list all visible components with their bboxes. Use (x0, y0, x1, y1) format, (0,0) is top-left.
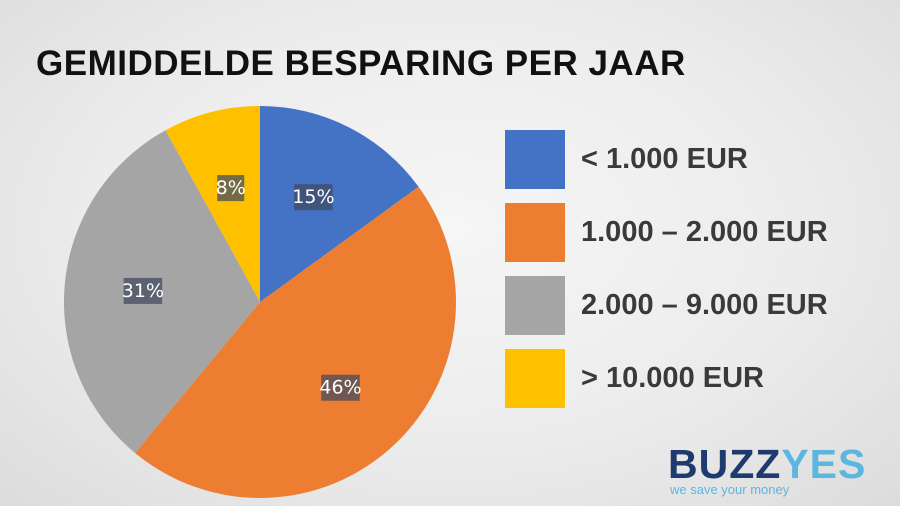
logo-wordmark: BUZZYES (668, 442, 883, 486)
pie-slice (260, 106, 419, 302)
slice-label-background (217, 175, 245, 202)
slice-label-background (294, 184, 333, 211)
legend-swatch (505, 349, 565, 408)
legend-item: 1.000 – 2.000 EUR (505, 203, 828, 262)
slice-label-text: 8% (216, 177, 246, 199)
legend-label: 2.000 – 9.000 EUR (581, 289, 828, 321)
legend: < 1.000 EUR 1.000 – 2.000 EUR 2.000 – 9.… (505, 130, 828, 422)
legend-label: 1.000 – 2.000 EUR (581, 216, 828, 248)
legend-item: > 10.000 EUR (505, 349, 828, 408)
logo-tagline: we save your money (670, 482, 790, 497)
legend-label: > 10.000 EUR (581, 362, 764, 394)
slice-label-background (321, 374, 360, 401)
slice-label-text: 46% (319, 377, 361, 399)
pie-slice (135, 186, 456, 498)
slice-label-text: 31% (122, 280, 164, 302)
slice-data-label: 31% (122, 277, 164, 304)
legend-item: < 1.000 EUR (505, 130, 828, 189)
legend-swatch (505, 276, 565, 335)
brand-logo: BUZZYES we save your money (668, 442, 883, 497)
legend-label: < 1.000 EUR (581, 143, 748, 175)
slice-data-label: 8% (216, 175, 246, 202)
logo-part-buzz: BUZZ (668, 441, 782, 487)
chart-title: GEMIDDELDE BESPARING PER JAAR (36, 44, 686, 83)
slice-label-background (123, 277, 163, 304)
slice-data-label: 15% (292, 184, 335, 211)
legend-item: 2.000 – 9.000 EUR (505, 276, 828, 335)
logo-part-yes: YES (781, 441, 867, 487)
legend-swatch (505, 130, 565, 189)
slice-data-label: 46% (319, 374, 362, 401)
legend-swatch (505, 203, 565, 262)
slice-label-text: 15% (292, 186, 334, 208)
pie-slice (165, 106, 260, 302)
